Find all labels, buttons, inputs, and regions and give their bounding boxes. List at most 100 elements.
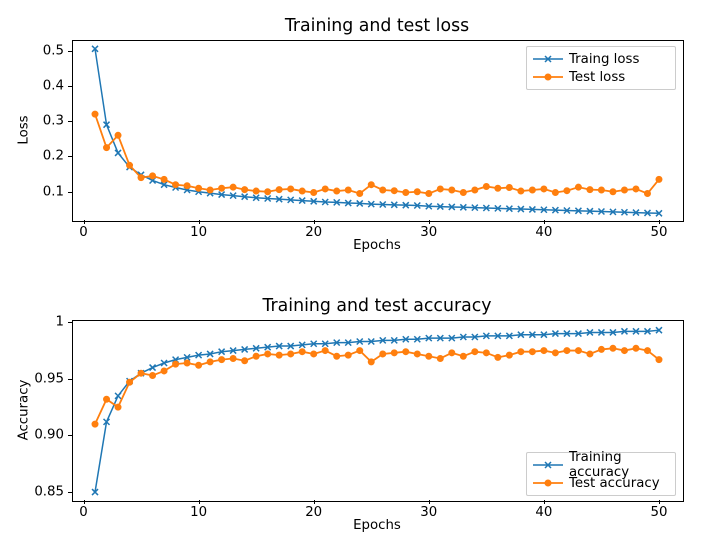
loss-test-marker <box>552 189 558 195</box>
xtick-label: 10 <box>190 225 207 240</box>
xtick-label: 0 <box>79 505 87 520</box>
loss-test-marker <box>644 191 650 197</box>
loss-test-marker <box>529 187 535 193</box>
tick-mark <box>544 500 545 504</box>
acc-test-marker <box>288 351 294 357</box>
acc-test-marker <box>541 348 547 354</box>
tick-mark <box>314 500 315 504</box>
loss-test-marker <box>230 184 236 190</box>
xtick-label: 20 <box>305 505 322 520</box>
xtick-label: 30 <box>420 225 437 240</box>
acc-test-marker <box>449 350 455 356</box>
loss-test-marker <box>518 188 524 194</box>
loss-test-marker <box>575 184 581 190</box>
acc-test-marker <box>161 368 167 374</box>
loss-test-marker <box>334 188 340 194</box>
ytick-label: 0.1 <box>34 184 64 199</box>
acc-train-marker <box>150 365 156 371</box>
acc-test-marker <box>207 359 213 365</box>
loss-test-marker <box>414 189 420 195</box>
loss-test-marker <box>288 186 294 192</box>
xtick-label: 10 <box>190 505 207 520</box>
acc-test-marker <box>472 349 478 355</box>
acc-test-marker <box>184 360 190 366</box>
acc-test-marker <box>610 345 616 351</box>
loss-legend: Traing lossTest loss <box>526 46 676 90</box>
acc-test-marker <box>265 351 271 357</box>
loss-test-marker <box>345 187 351 193</box>
acc-test-marker <box>173 361 179 367</box>
acc-title: Training and test accuracy <box>72 296 682 316</box>
loss-test-marker <box>610 189 616 195</box>
loss-test-marker <box>449 187 455 193</box>
acc-ylabel: Accuracy <box>17 380 32 441</box>
loss-test-marker <box>403 189 409 195</box>
acc-test-marker <box>334 353 340 359</box>
loss-test-marker <box>506 185 512 191</box>
ytick-label: 0.4 <box>34 78 64 93</box>
loss-test-marker <box>173 182 179 188</box>
acc-test-marker <box>230 355 236 361</box>
xtick-label: 0 <box>79 225 87 240</box>
loss-test-marker <box>253 188 259 194</box>
legend-label: Test accuracy <box>569 476 660 491</box>
tick-mark <box>199 500 200 504</box>
acc-test-marker <box>621 348 627 354</box>
acc-test-marker <box>575 348 581 354</box>
legend-entry-train: Traing loss <box>533 50 669 68</box>
loss-test-marker <box>587 187 593 193</box>
ytick-label: 1 <box>34 315 64 330</box>
acc-test-marker <box>253 353 259 359</box>
acc-test-marker <box>150 372 156 378</box>
acc-test-marker <box>242 358 248 364</box>
loss-test-marker <box>322 186 328 192</box>
loss-test-marker <box>656 176 662 182</box>
acc-test-marker <box>368 359 374 365</box>
loss-test-marker <box>368 182 374 188</box>
legend-label: Traing loss <box>569 52 639 67</box>
legend-entry-train: Training accuracy <box>533 456 669 474</box>
acc-test-marker <box>460 353 466 359</box>
loss-test-marker <box>483 183 489 189</box>
acc-test-marker <box>529 349 535 355</box>
legend-entry-test: Test loss <box>533 68 669 86</box>
acc-test-marker <box>437 355 443 361</box>
loss-test-marker <box>127 162 133 168</box>
loss-test-marker <box>115 132 121 138</box>
acc-test-marker <box>115 404 121 410</box>
tick-mark <box>659 500 660 504</box>
loss-test-marker <box>541 186 547 192</box>
acc-test-marker <box>92 421 98 427</box>
loss-test-marker <box>564 188 570 194</box>
acc-test-line <box>95 348 659 424</box>
acc-test-marker <box>391 350 397 356</box>
ytick-label: 0.90 <box>34 428 64 443</box>
loss-test-marker <box>598 187 604 193</box>
acc-test-marker <box>552 350 558 356</box>
acc-test-marker <box>322 348 328 354</box>
tick-mark <box>429 500 430 504</box>
tick-mark <box>84 500 85 504</box>
legend-swatch <box>533 52 563 66</box>
loss-test-marker <box>265 189 271 195</box>
loss-test-marker <box>426 191 432 197</box>
loss-test-marker <box>150 173 156 179</box>
acc-test-marker <box>138 370 144 376</box>
acc-test-marker <box>598 346 604 352</box>
acc-test-marker <box>564 348 570 354</box>
loss-test-marker <box>161 176 167 182</box>
acc-test-marker <box>104 396 110 402</box>
acc-test-marker <box>644 348 650 354</box>
loss-test-marker <box>311 189 317 195</box>
acc-test-marker <box>414 351 420 357</box>
legend-swatch <box>533 476 563 490</box>
legend-entry-test: Test accuracy <box>533 474 669 492</box>
loss-test-marker <box>633 186 639 192</box>
loss-test-marker <box>299 188 305 194</box>
acc-test-marker <box>196 362 202 368</box>
loss-test-marker <box>391 188 397 194</box>
loss-ylabel: Loss <box>17 115 32 144</box>
acc-test-marker <box>656 357 662 363</box>
loss-test-marker <box>219 185 225 191</box>
loss-test-marker <box>92 111 98 117</box>
